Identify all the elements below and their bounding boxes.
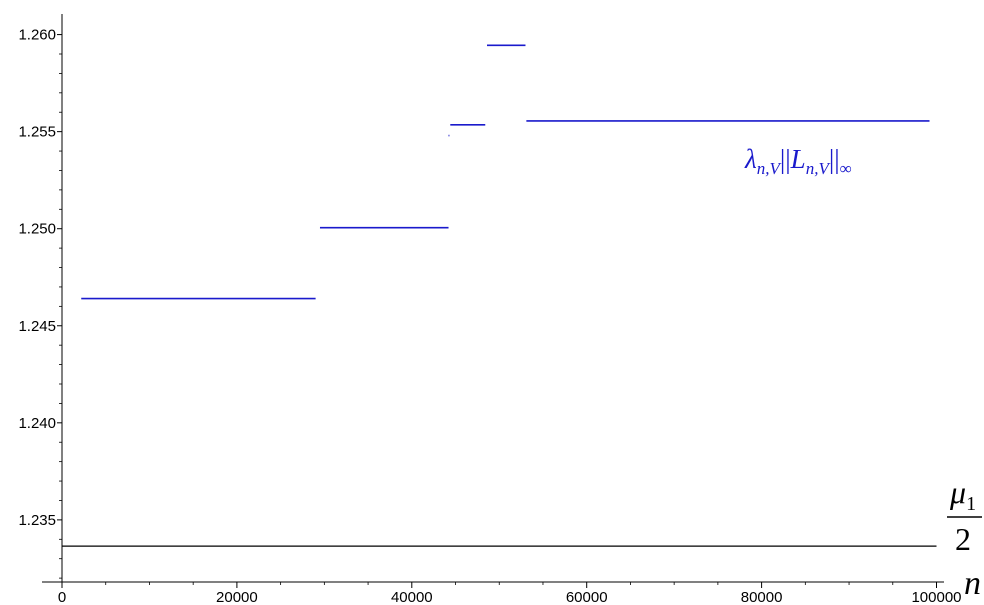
x-tick-label: 60000 (566, 589, 608, 605)
x-tick-label: 80000 (741, 589, 783, 605)
x-tick-label: 20000 (216, 589, 258, 605)
series-label: λn,V||Ln,V||∞ (744, 144, 852, 178)
y-tick-label: 1.250 (18, 221, 56, 238)
series-label-L: L (790, 144, 806, 174)
y-tick-label: 1.240 (18, 415, 56, 432)
x-axis-ticks: 0 20000 40000 60000 80000 100000 (58, 582, 962, 605)
y-tick-label: 1.245 (18, 318, 56, 335)
x-tick-label: 100000 (911, 589, 961, 605)
reference-line-label: μ1 2 (947, 474, 982, 557)
ref-label-mu: μ (949, 474, 966, 510)
x-tick-label: 0 (58, 589, 66, 605)
series-label-inf: ∞ (840, 159, 852, 178)
series-label-norm-open: || (780, 144, 791, 174)
series-lambda-norm (81, 44, 930, 300)
ref-label-denominator: 2 (955, 521, 971, 557)
x-axis-label: n (964, 565, 981, 602)
series-label-norm-close: || (829, 144, 840, 174)
x-tick-label: 40000 (391, 589, 433, 605)
series-label-lambda: λ (744, 144, 757, 174)
svg-text:μ1: μ1 (949, 474, 976, 515)
y-tick-label: 1.235 (18, 512, 56, 529)
series-label-sub1: n,V (757, 159, 783, 178)
ref-label-subscript: 1 (966, 493, 976, 515)
y-tick-label: 1.260 (18, 27, 56, 44)
series-label-sub2: n,V (806, 159, 832, 178)
y-axis-ticks: 1.235 1.240 1.245 1.250 1.255 1.260 (18, 27, 62, 579)
y-tick-label: 1.255 (18, 124, 56, 141)
